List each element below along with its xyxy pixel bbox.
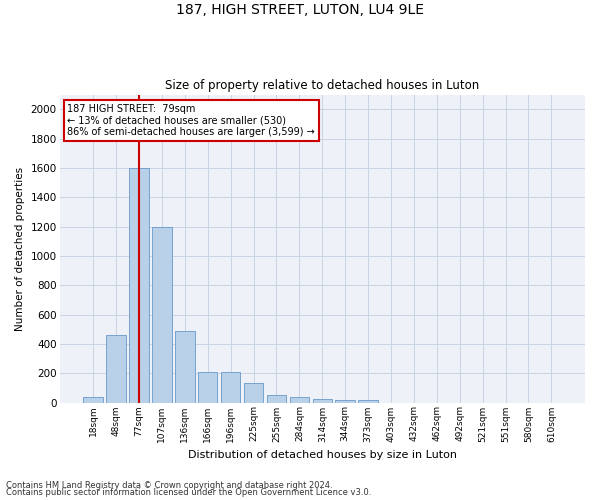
Bar <box>83 398 103 402</box>
Bar <box>198 372 217 402</box>
X-axis label: Distribution of detached houses by size in Luton: Distribution of detached houses by size … <box>188 450 457 460</box>
Text: Contains HM Land Registry data © Crown copyright and database right 2024.: Contains HM Land Registry data © Crown c… <box>6 480 332 490</box>
Y-axis label: Number of detached properties: Number of detached properties <box>15 166 25 330</box>
Text: 187, HIGH STREET, LUTON, LU4 9LE: 187, HIGH STREET, LUTON, LU4 9LE <box>176 2 424 16</box>
Bar <box>335 400 355 402</box>
Bar <box>221 372 241 402</box>
Bar <box>152 228 172 402</box>
Text: 187 HIGH STREET:  79sqm
← 13% of detached houses are smaller (530)
86% of semi-d: 187 HIGH STREET: 79sqm ← 13% of detached… <box>67 104 315 137</box>
Bar <box>313 399 332 402</box>
Bar <box>106 335 126 402</box>
Title: Size of property relative to detached houses in Luton: Size of property relative to detached ho… <box>165 79 479 92</box>
Text: Contains public sector information licensed under the Open Government Licence v3: Contains public sector information licen… <box>6 488 371 497</box>
Bar <box>244 384 263 402</box>
Bar <box>267 395 286 402</box>
Bar <box>129 168 149 402</box>
Bar <box>358 400 378 402</box>
Bar <box>175 330 194 402</box>
Bar <box>290 396 309 402</box>
